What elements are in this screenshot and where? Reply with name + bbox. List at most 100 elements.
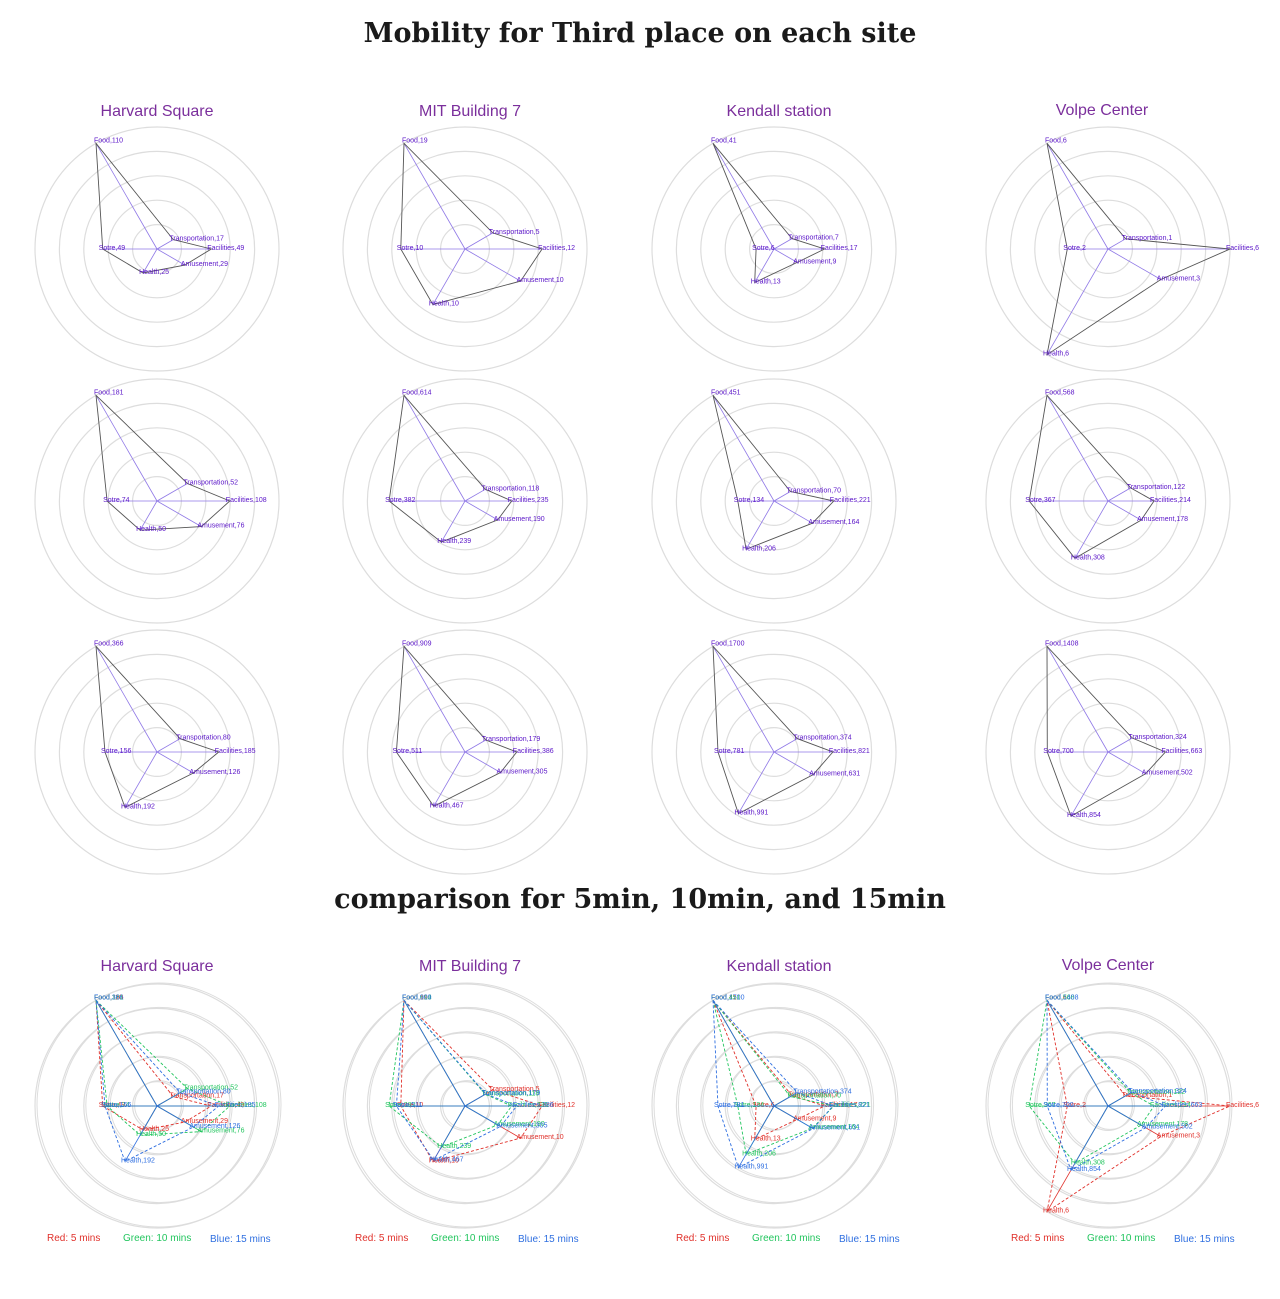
radar-mit-building-7-5-mins: Food,19 Transportation,5 Facilities,12 Amus… xyxy=(342,126,588,372)
grid-ring xyxy=(83,678,231,826)
point-label-store: Sotre,156 xyxy=(101,1102,131,1109)
point-label-transportation: Transportation,122 xyxy=(1127,1089,1186,1096)
legend-red: Red: 5 mins xyxy=(1011,1233,1065,1244)
comparison-title-mit-building-7: MIT Building 7 xyxy=(419,958,521,975)
point-label-transportation: Transportation,374 xyxy=(793,1089,852,1096)
point-label-store: Sotre,700 xyxy=(1043,1102,1073,1109)
comparison-title-harvard-square: Harvard Square xyxy=(100,958,214,975)
series-outline-10-mins xyxy=(1028,999,1155,1164)
series-outline-5-mins xyxy=(1046,143,1232,356)
legend-blue: Blue: 15 mins xyxy=(518,1234,579,1245)
spoke-amusement xyxy=(1107,1105,1146,1129)
spoke-amusement xyxy=(464,248,521,282)
point-label-transportation: Transportation,52 xyxy=(183,1085,238,1092)
point-label-amusement: Amusement,631 xyxy=(809,1125,860,1132)
spoke-food xyxy=(712,395,775,502)
series-outline-10-mins xyxy=(712,395,835,550)
point-label-facilities: Facilities,49 xyxy=(207,245,244,252)
point-label-food: Food,1408 xyxy=(1045,640,1079,647)
point-label-facilities: Facilities,214 xyxy=(1150,1102,1191,1109)
spoke-health xyxy=(124,751,158,808)
spoke-transportation xyxy=(773,1092,798,1107)
radar-comparison-mit-building-7: Food,19 Transportation,5 Facilities,12 Amus… xyxy=(342,982,590,1229)
grid-ring xyxy=(391,678,539,826)
point-label-amusement: Amusement,502 xyxy=(1142,1124,1193,1131)
point-label-amusement: Amusement,3 xyxy=(1157,276,1200,283)
point-label-transportation: Transportation,70 xyxy=(786,488,841,495)
radar-mit-building-7-15-mins: Food,909 Transportation,179 Facilities,386… xyxy=(342,629,588,875)
site-title-kendall-station: Kendall station xyxy=(726,103,832,120)
spoke-food xyxy=(95,646,158,753)
grid-ring xyxy=(366,150,564,348)
spoke-health xyxy=(1070,1105,1109,1171)
spoke-health xyxy=(124,1105,158,1162)
point-label-food: Food,19 xyxy=(402,137,428,144)
series-outline-5-mins xyxy=(400,142,543,306)
point-label-amusement: Amusement,164 xyxy=(808,519,859,526)
point-label-store: Sotre,382 xyxy=(385,1102,415,1109)
point-label-health: Health,50 xyxy=(136,526,166,533)
grid-ring xyxy=(1009,653,1207,851)
point-label-food: Food,6 xyxy=(1045,994,1067,1001)
point-label-transportation: Transportation,179 xyxy=(482,1090,541,1097)
point-label-store: Sotre,49 xyxy=(99,1102,126,1109)
comparison-title-kendall-station: Kendall station xyxy=(726,958,832,975)
grid-ring xyxy=(987,982,1233,1228)
point-label-facilities: Facilities,221 xyxy=(830,1102,871,1109)
point-label-store: Sotre,2 xyxy=(1063,245,1086,252)
radar-volpe-center-10-mins: Food,568 Transportation,122 Facilities,214… xyxy=(985,378,1231,624)
spoke-health xyxy=(142,248,158,274)
point-label-transportation: Transportation,7 xyxy=(788,1092,839,1099)
radar-harvard-square-10-mins: Food,181 Transportation,52 Facilities,108 A… xyxy=(34,378,280,624)
point-label-store: Sotre,134 xyxy=(734,1102,764,1109)
grid-ring xyxy=(1011,1006,1209,1204)
grid-ring xyxy=(58,653,256,851)
legend-green: Green: 10 mins xyxy=(431,1233,500,1244)
point-label-food: Food,451 xyxy=(711,994,741,1001)
series-outline-5-mins xyxy=(712,143,826,284)
point-label-facilities: Facilities,12 xyxy=(538,1102,575,1109)
point-label-store: Sotre,511 xyxy=(392,1102,422,1109)
grid-ring xyxy=(985,629,1231,875)
point-label-amusement: Amusement,76 xyxy=(197,523,244,530)
point-label-facilities: Facilities,6 xyxy=(1226,245,1259,252)
point-label-store: Sotre,781 xyxy=(714,748,744,755)
point-label-store: Sotre,511 xyxy=(392,748,422,755)
point-label-amusement: Amusement,10 xyxy=(517,277,564,284)
point-label-health: Health,308 xyxy=(1071,554,1105,561)
point-label-food: Food,909 xyxy=(402,640,432,647)
spoke-food xyxy=(95,1000,158,1107)
point-label-amusement: Amusement,76 xyxy=(197,1128,244,1135)
grid-ring xyxy=(675,402,873,600)
point-label-facilities: Facilities,17 xyxy=(821,245,858,252)
point-label-facilities: Facilities,235 xyxy=(508,497,549,504)
radar-kendall-station-15-mins: Food,1700 Transportation,374 Facilities,82… xyxy=(651,629,897,875)
grid-ring xyxy=(60,1006,258,1204)
point-label-health: Health,308 xyxy=(1071,1159,1105,1166)
point-label-health: Health,10 xyxy=(429,1158,459,1165)
point-label-store: Sotre,6 xyxy=(752,1102,775,1109)
grid-ring xyxy=(344,982,590,1228)
point-label-food: Food,19 xyxy=(402,994,428,1001)
point-label-store: Sotre,2 xyxy=(1063,1102,1086,1109)
point-label-transportation: Transportation,17 xyxy=(169,236,224,243)
point-label-food: Food,181 xyxy=(94,389,124,396)
point-label-store: Sotre,382 xyxy=(385,497,415,504)
comparison-title-volpe-center: Volpe Center xyxy=(1061,957,1155,974)
grid-ring xyxy=(417,1055,517,1155)
spoke-health xyxy=(745,500,775,550)
radar-mit-building-7-10-mins: Food,614 Transportation,118 Facilities,235… xyxy=(342,378,588,624)
spoke-food xyxy=(1046,143,1109,250)
point-label-store: Sotre,134 xyxy=(734,497,764,504)
grid-ring xyxy=(366,653,564,851)
spoke-food xyxy=(1046,1000,1109,1107)
point-label-transportation: Transportation,5 xyxy=(489,1086,540,1093)
point-label-health: Health,6 xyxy=(1043,351,1069,358)
point-label-transportation: Transportation,80 xyxy=(176,735,231,742)
point-label-food: Food,614 xyxy=(402,389,432,396)
spoke-amusement xyxy=(464,1105,501,1127)
spoke-food xyxy=(403,395,466,502)
point-label-amusement: Amusement,9 xyxy=(793,258,836,265)
spoke-amusement xyxy=(773,1105,814,1129)
radar-comparison-volpe-center: Food,6 Transportation,1 Facilities,6 Amusem… xyxy=(985,982,1259,1229)
